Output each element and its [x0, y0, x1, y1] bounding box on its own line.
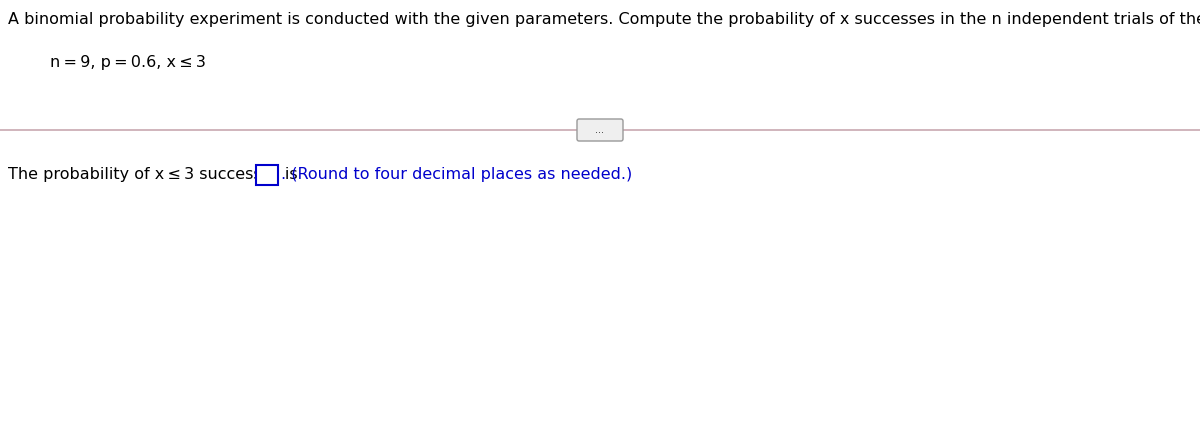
Text: A binomial probability experiment is conducted with the given parameters. Comput: A binomial probability experiment is con…	[8, 12, 1200, 27]
Text: The probability of x ≤ 3 successes is: The probability of x ≤ 3 successes is	[8, 168, 298, 182]
Text: . (Round to four decimal places as needed.): . (Round to four decimal places as neede…	[281, 168, 632, 182]
Text: n = 9, p = 0.6, x ≤ 3: n = 9, p = 0.6, x ≤ 3	[50, 55, 206, 70]
FancyBboxPatch shape	[256, 165, 278, 185]
FancyBboxPatch shape	[577, 119, 623, 141]
Text: ...: ...	[595, 125, 605, 135]
